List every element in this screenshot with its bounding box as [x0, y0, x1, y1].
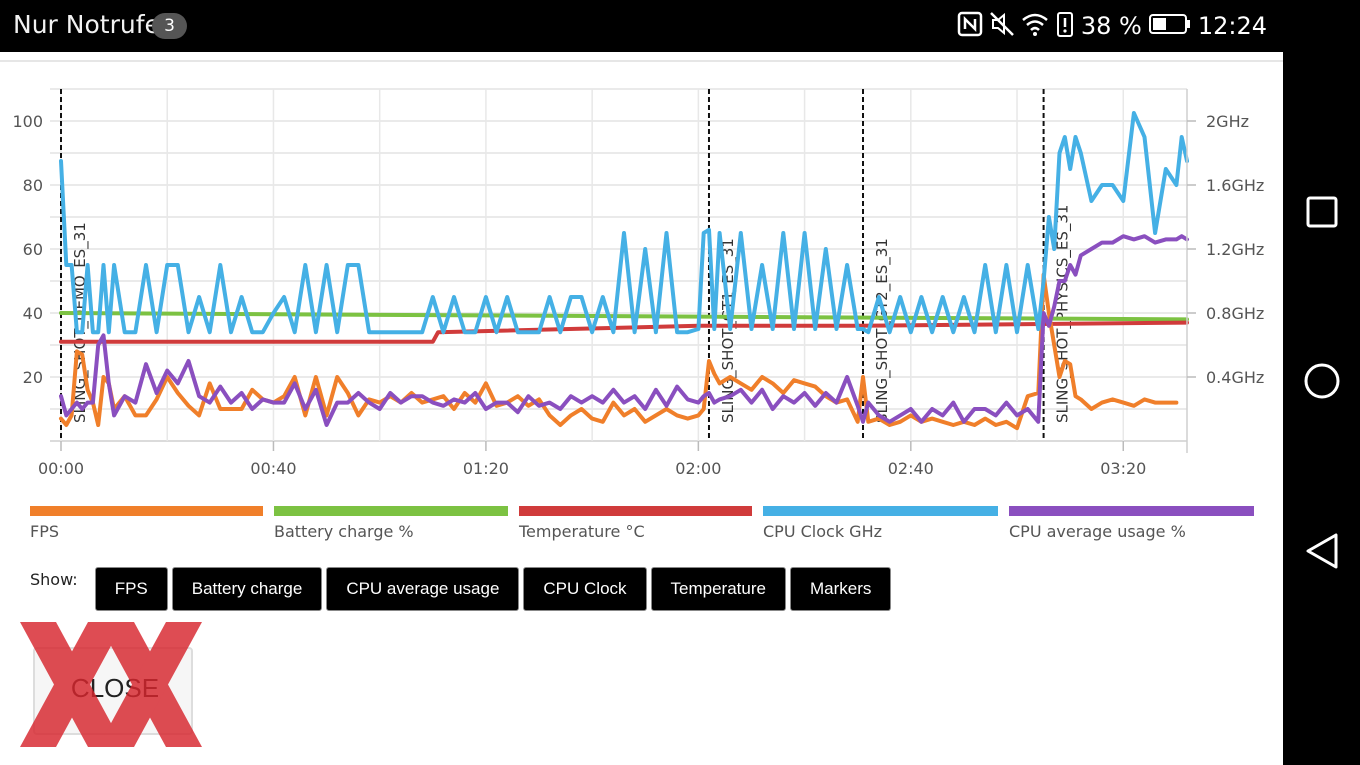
recent-apps-icon[interactable]	[1303, 193, 1341, 231]
divider	[0, 60, 1283, 62]
y-tick-label: 20	[23, 368, 43, 387]
x-tick-label: 02:40	[888, 459, 934, 478]
y-tick-label: 40	[23, 304, 43, 323]
chart-markers: SLING_SHOT_DEMO_ES_31 SLING_SHOT_GT1_ES_3…	[60, 89, 1073, 441]
legend-label-battery: Battery charge %	[274, 522, 414, 541]
chart-axes: 20 40 60 80 100 0.4GHz 0.8GHz 1.2GHz 1.6GHz 2GHz 0…	[12, 89, 1264, 478]
chart-series	[59, 111, 1189, 431]
y2-tick-label: 0.4GHz	[1206, 368, 1264, 387]
wifi-icon	[1021, 11, 1049, 41]
benchmark-panel: SLING_SHOT_DEMO_ES_31 SLING_SHOT_GT1_ES_3…	[0, 52, 1283, 765]
notification-badge: 3	[152, 13, 187, 39]
legend-label-temperature: Temperature °C	[519, 522, 645, 541]
toggle-markers[interactable]: Markers	[789, 567, 892, 611]
legend-swatch-battery	[274, 506, 508, 516]
nfc-icon	[957, 11, 983, 41]
y2-tick-label: 1.6GHz	[1206, 176, 1264, 195]
x-tick-label: 02:00	[675, 459, 721, 478]
legend-label-cpu-clock: CPU Clock GHz	[763, 522, 882, 541]
x-tick-label: 00:00	[38, 459, 84, 478]
legend-swatch-cpu-usage	[1009, 506, 1254, 516]
close-x-icon[interactable]	[20, 622, 202, 747]
legend-cpu-usage: CPU average usage %	[1009, 506, 1254, 546]
y-tick-label: 100	[12, 112, 43, 131]
toggle-temperature[interactable]: Temperature	[650, 567, 786, 611]
x-tick-label: 00:40	[250, 459, 296, 478]
marker-label: SLING_SHOT_GT2_ES_31	[873, 238, 892, 423]
status-bar: Nur Notrufe 3 38 % 12:24	[0, 0, 1360, 52]
show-toggles: Show: FPS Battery charge CPU average usa…	[30, 567, 895, 611]
show-label: Show:	[30, 570, 78, 589]
performance-chart: SLING_SHOT_DEMO_ES_31 SLING_SHOT_GT1_ES_3…	[12, 88, 1264, 478]
legend-battery: Battery charge %	[274, 506, 508, 546]
legend-temperature: Temperature °C	[519, 506, 752, 546]
toggle-cpu-clock[interactable]: CPU Clock	[523, 567, 647, 611]
home-icon[interactable]	[1303, 362, 1341, 400]
series-cpu-clock	[59, 111, 1189, 335]
y-tick-label: 80	[23, 176, 43, 195]
x-tick-label: 01:20	[463, 459, 509, 478]
status-title: Nur Notrufe	[13, 10, 160, 39]
legend-label-cpu-usage: CPU average usage %	[1009, 522, 1186, 541]
y2-tick-label: 1.2GHz	[1206, 240, 1264, 259]
toggle-fps[interactable]: FPS	[94, 567, 168, 611]
x-tick-label: 03:20	[1100, 459, 1146, 478]
battery-alert-icon	[1055, 10, 1075, 42]
y2-tick-label: 0.8GHz	[1206, 304, 1264, 323]
y-tick-label: 60	[23, 240, 43, 259]
battery-icon	[1148, 12, 1192, 40]
status-icons: 38 % 12:24	[957, 8, 1267, 44]
back-icon[interactable]	[1303, 532, 1341, 570]
series-cpu-usage	[59, 234, 1189, 427]
clock: 12:24	[1197, 12, 1267, 40]
mute-icon	[989, 11, 1015, 41]
legend-fps: FPS	[30, 506, 263, 546]
legend-swatch-cpu-clock	[763, 506, 998, 516]
legend-label-fps: FPS	[30, 522, 60, 541]
navigation-bar	[1283, 52, 1360, 765]
battery-percent: 38 %	[1080, 12, 1142, 40]
legend-swatch-temperature	[519, 506, 752, 516]
legend-cpu-clock: CPU Clock GHz	[763, 506, 998, 546]
legend-swatch-fps	[30, 506, 263, 516]
toggle-battery-charge[interactable]: Battery charge	[171, 567, 323, 611]
toggle-cpu-average-usage[interactable]: CPU average usage	[326, 567, 520, 611]
y2-tick-label: 2GHz	[1206, 112, 1249, 131]
